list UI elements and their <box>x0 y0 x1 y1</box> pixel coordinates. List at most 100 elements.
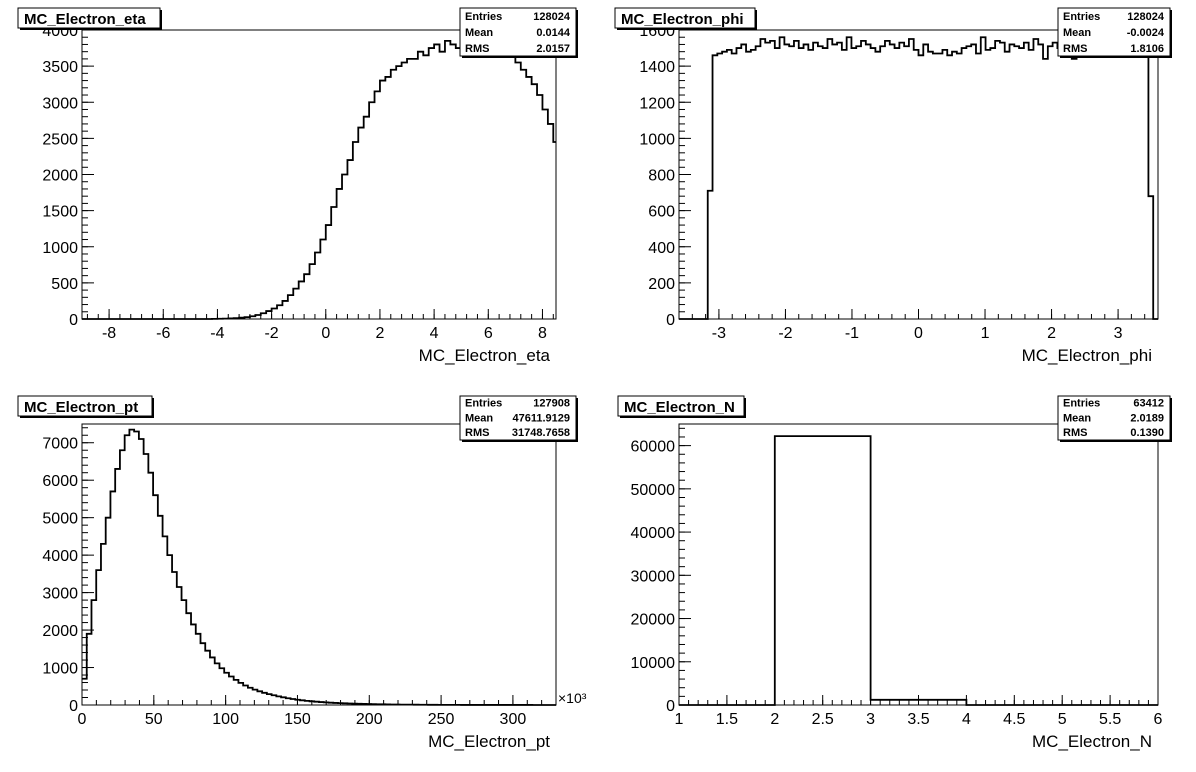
stats-value: -0.0024 <box>1127 27 1165 39</box>
stats-value: 2.0157 <box>536 43 570 55</box>
stats-value: 127908 <box>533 398 570 410</box>
stats-value: 0.1390 <box>1130 427 1164 439</box>
histogram-line <box>679 36 1158 320</box>
x-tick-label: -2 <box>264 325 278 342</box>
stats-label: Entries <box>465 398 502 410</box>
x-tick-label: 2.5 <box>812 711 834 728</box>
y-tick-label: 1500 <box>42 204 78 221</box>
y-tick-label: 20000 <box>631 612 676 629</box>
y-tick-label: 7000 <box>42 436 78 453</box>
x-axis-title: MC_Electron_eta <box>419 346 551 365</box>
stats-label: RMS <box>1063 427 1087 439</box>
stats-value: 128024 <box>1127 11 1165 23</box>
x-tick-label: 2 <box>1047 325 1056 342</box>
plot-frame <box>81 29 557 320</box>
x-tick-label: -3 <box>712 325 726 342</box>
x-tick-label: -2 <box>778 325 792 342</box>
title-box <box>17 395 153 417</box>
x-tick-label: 150 <box>284 711 311 728</box>
y-tick-label: 40000 <box>631 525 676 542</box>
x-tick-label: 50 <box>145 711 163 728</box>
x-tick-label: 6 <box>484 325 493 342</box>
y-tick-label: 3000 <box>42 95 78 112</box>
y-tick-label: 800 <box>648 168 675 185</box>
y-tick-label: 400 <box>648 240 675 257</box>
x-tick-label: 8 <box>538 325 547 342</box>
stats-label: Entries <box>1063 11 1100 23</box>
plot-frame <box>81 423 557 706</box>
title-box <box>614 7 756 29</box>
x-tick-label: 300 <box>500 711 527 728</box>
histogram-line <box>679 435 1158 706</box>
x-tick-label: 1.5 <box>716 711 738 728</box>
x-tick-label: 3.5 <box>907 711 929 728</box>
y-tick-label: 4000 <box>42 548 78 565</box>
stats-box <box>1057 395 1171 441</box>
stats-value: 0.0144 <box>536 27 571 39</box>
stats-label: RMS <box>465 43 489 55</box>
stats-box <box>459 395 577 441</box>
y-tick-label: 200 <box>648 276 675 293</box>
plot-frame <box>678 423 1159 706</box>
chart-title: MC_Electron_eta <box>24 11 146 28</box>
y-tick-label: 1000 <box>42 661 78 678</box>
x-tick-label: 1 <box>981 325 990 342</box>
chart-title: MC_Electron_pt <box>24 399 138 416</box>
stats-label: Entries <box>1063 398 1100 410</box>
stats-value: 47611.9129 <box>512 412 570 424</box>
y-tick-label: 0 <box>69 698 78 715</box>
y-tick-label: 0 <box>69 312 78 329</box>
y-tick-label: 3000 <box>42 586 78 603</box>
y-tick-label: 30000 <box>631 568 676 585</box>
stats-box <box>1057 7 1171 57</box>
stats-box <box>459 7 577 57</box>
x-tick-label: 0 <box>914 325 923 342</box>
x-tick-label: 0 <box>321 325 330 342</box>
x-tick-label: 200 <box>356 711 383 728</box>
x-tick-label: 0 <box>78 711 87 728</box>
y-tick-label: 500 <box>51 276 78 293</box>
plot-frame <box>678 29 1159 320</box>
x-tick-label: 4 <box>962 711 971 728</box>
stats-label: Mean <box>465 412 493 424</box>
y-tick-label: 2000 <box>42 168 78 185</box>
x-tick-label: 3 <box>1114 325 1123 342</box>
stats-label: Mean <box>1063 27 1091 39</box>
y-tick-label: 60000 <box>631 439 676 456</box>
chart-title: MC_Electron_phi <box>621 11 744 28</box>
x-tick-label: 1 <box>675 711 684 728</box>
x-tick-label: 100 <box>212 711 239 728</box>
stats-label: RMS <box>465 427 489 439</box>
x-tick-label: 250 <box>428 711 455 728</box>
histogram-line <box>82 39 556 320</box>
stats-label: RMS <box>1063 43 1087 55</box>
title-box <box>617 395 745 417</box>
y-tick-label: 50000 <box>631 482 676 499</box>
y-tick-label: 0 <box>666 698 675 715</box>
stats-value: 63412 <box>1133 398 1164 410</box>
stats-value: 2.0189 <box>1130 412 1164 424</box>
histogram-line <box>82 428 556 706</box>
x-tick-label: -1 <box>845 325 859 342</box>
x-tick-label: 2 <box>375 325 384 342</box>
x-tick-label: 5.5 <box>1099 711 1121 728</box>
stats-label: Mean <box>1063 412 1091 424</box>
y-tick-label: 10000 <box>631 655 676 672</box>
y-tick-label: 2500 <box>42 131 78 148</box>
histogram-panel-4: 0 10000 20000 30000 40000 50000 60000 1 1.5 2 2.5 3… <box>617 395 1172 751</box>
x-exponent-label: ×10³ <box>558 690 587 706</box>
x-axis-title: MC_Electron_phi <box>1022 346 1152 365</box>
x-tick-label: 4.5 <box>1003 711 1025 728</box>
histogram-panel-3: 0 1000 2000 3000 4000 5000 6000 7000 0 50 100 150 20… <box>17 395 587 751</box>
y-tick-label: 1000 <box>42 240 78 257</box>
y-tick-label: 0 <box>666 312 675 329</box>
y-tick-label: 1200 <box>639 95 675 112</box>
stats-label: Entries <box>465 11 502 23</box>
stats-label: Mean <box>465 27 493 39</box>
y-tick-label: 2000 <box>42 623 78 640</box>
x-axis-title: MC_Electron_N <box>1032 732 1152 751</box>
x-axis-title: MC_Electron_pt <box>428 732 550 751</box>
